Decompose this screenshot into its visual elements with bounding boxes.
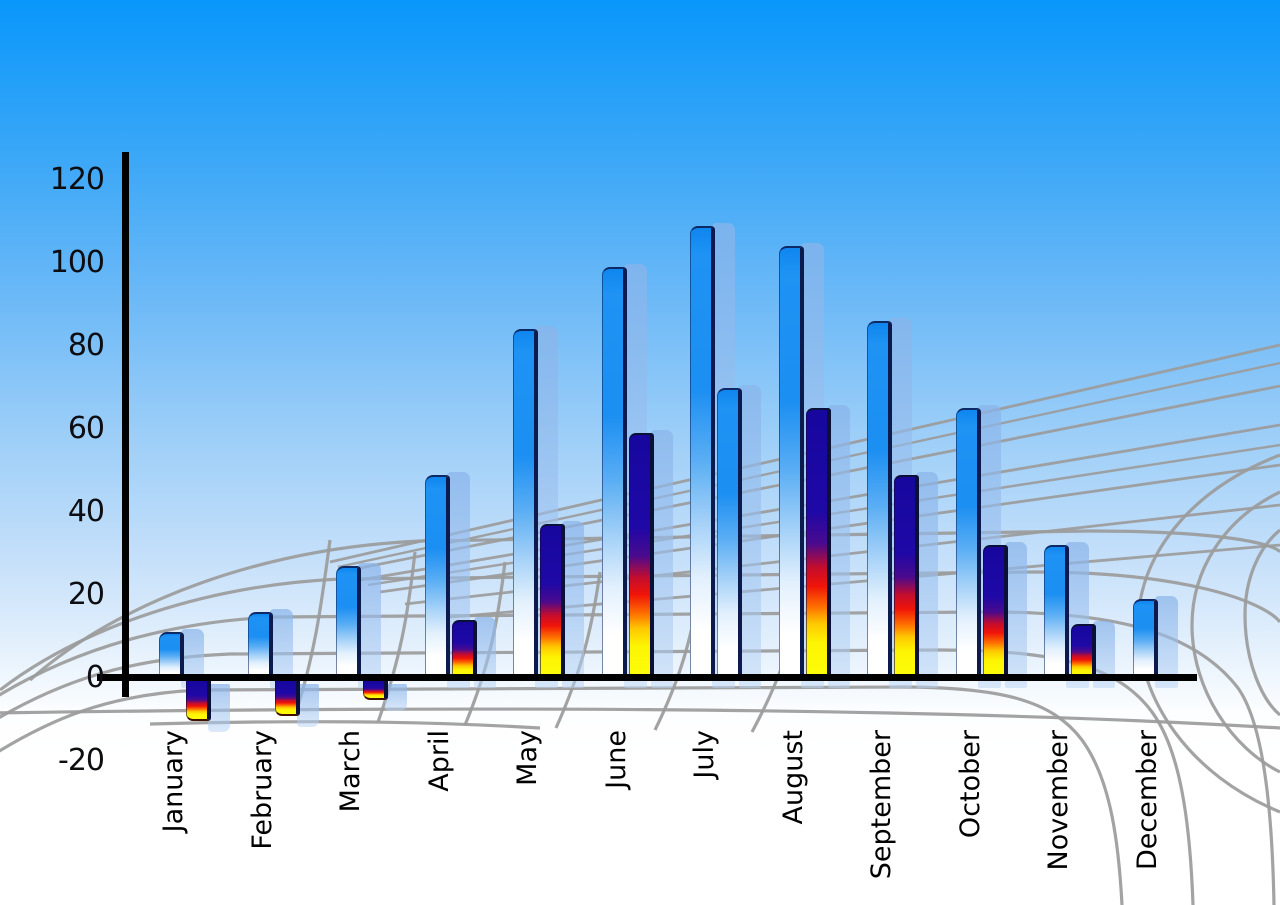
bar-june-secondary bbox=[628, 433, 654, 677]
x-axis-line bbox=[97, 674, 1197, 681]
bar-february-primary bbox=[247, 611, 273, 677]
bar-february-secondary bbox=[274, 681, 300, 717]
x-axis-label-may: May bbox=[512, 730, 543, 786]
y-axis-tick-100: 100 bbox=[49, 245, 105, 280]
bar-march-primary bbox=[336, 565, 361, 677]
bar-june-primary bbox=[601, 267, 627, 677]
bar-march-secondary bbox=[363, 681, 388, 700]
bar-october-primary bbox=[955, 408, 981, 677]
bar-september-primary bbox=[867, 321, 892, 677]
y-axis-line bbox=[122, 152, 129, 697]
y-axis-tick-60: 60 bbox=[67, 411, 105, 446]
x-axis-label-april: April bbox=[423, 730, 455, 792]
bar-december-primary bbox=[1132, 599, 1158, 677]
bar-shadow-march-primary bbox=[358, 562, 381, 688]
y-axis-tick-0: 0 bbox=[85, 660, 105, 695]
bar-shadow-december-primary bbox=[1154, 596, 1178, 688]
bar-november-primary bbox=[1044, 545, 1069, 677]
bar-april-primary bbox=[424, 474, 450, 677]
bar-shadow-february-primary bbox=[269, 608, 293, 688]
y-axis-tick-20: 20 bbox=[67, 577, 105, 612]
bar-shadow-february-secondary bbox=[296, 684, 319, 728]
bar-november-secondary bbox=[1071, 624, 1096, 677]
bar-january-secondary bbox=[186, 681, 211, 721]
bar-october-secondary bbox=[982, 545, 1008, 677]
bar-shadow-january-secondary bbox=[208, 684, 230, 732]
bar-shadow-august-secondary bbox=[827, 405, 850, 688]
bar-may-primary bbox=[513, 329, 538, 677]
bar-shadow-january-primary bbox=[181, 629, 204, 688]
bar-august-secondary bbox=[805, 408, 831, 677]
y-axis-tick-120: 120 bbox=[49, 162, 105, 197]
x-axis-label-january: January bbox=[158, 730, 189, 833]
x-axis-label-february: February bbox=[246, 730, 278, 850]
y-axis-tick-40: 40 bbox=[67, 494, 105, 529]
bar-april-secondary bbox=[451, 619, 477, 677]
bar-july-primary bbox=[690, 225, 715, 677]
x-axis-label-june: June bbox=[600, 730, 632, 789]
bar-shadow-april-secondary bbox=[473, 616, 496, 688]
y-axis-tick--20: -20 bbox=[58, 743, 105, 778]
y-axis-tick-80: 80 bbox=[67, 328, 105, 363]
x-axis-label-august: August bbox=[777, 730, 809, 825]
x-axis-label-september: September bbox=[866, 730, 897, 880]
bar-shadow-september-secondary bbox=[916, 471, 938, 688]
x-axis-label-july: July bbox=[689, 730, 720, 779]
x-axis-label-march: March bbox=[335, 730, 366, 813]
bar-july-secondary bbox=[717, 387, 742, 677]
bar-shadow-october-secondary bbox=[1004, 542, 1027, 688]
x-axis-label-november: November bbox=[1043, 730, 1074, 871]
x-axis-label-december: December bbox=[1131, 730, 1163, 871]
bar-shadow-june-secondary bbox=[650, 430, 673, 688]
bar-shadow-march-secondary bbox=[385, 684, 407, 711]
x-axis-label-october: October bbox=[954, 730, 986, 839]
bar-january-primary bbox=[159, 632, 184, 677]
bar-september-secondary bbox=[894, 474, 919, 677]
bar-shadow-may-secondary bbox=[562, 521, 584, 688]
bar-shadow-november-secondary bbox=[1093, 621, 1115, 688]
bar-august-primary bbox=[778, 246, 804, 677]
bar-may-secondary bbox=[540, 524, 565, 677]
bar-shadow-july-secondary bbox=[739, 384, 761, 688]
